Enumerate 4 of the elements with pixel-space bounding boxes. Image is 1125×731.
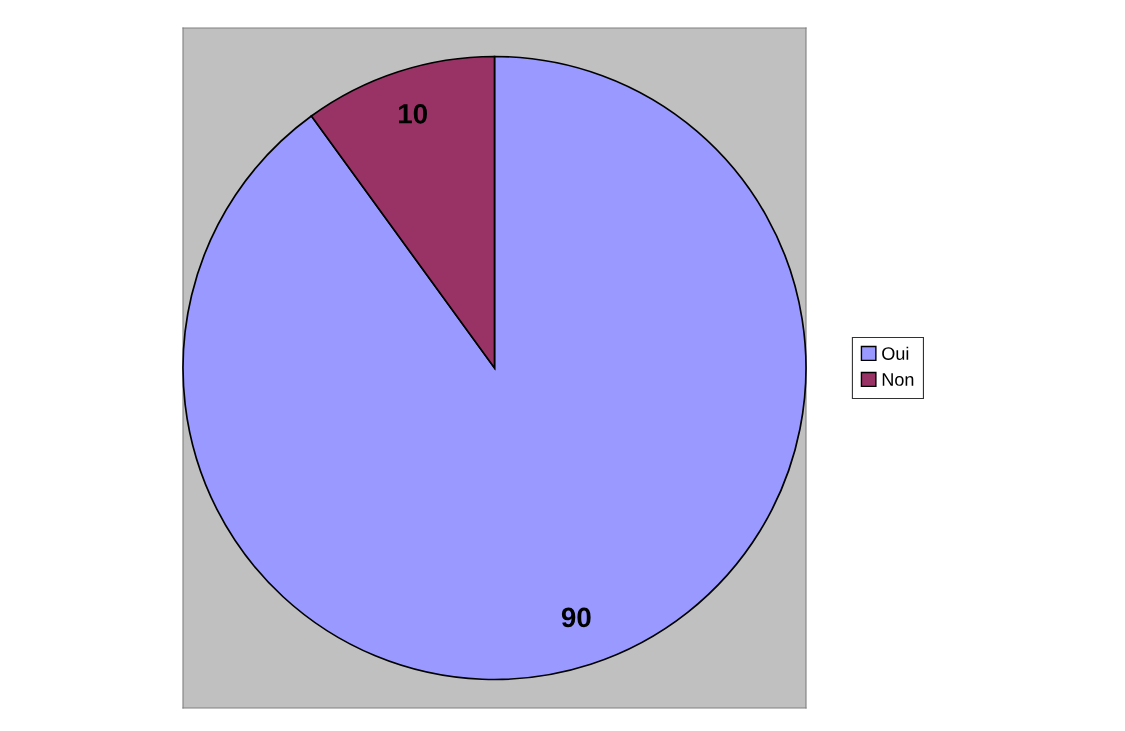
- legend-label: Non: [882, 373, 914, 386]
- data-label: 90: [561, 607, 591, 628]
- data-label: 10: [398, 103, 427, 124]
- legend-label: Oui: [882, 346, 909, 360]
